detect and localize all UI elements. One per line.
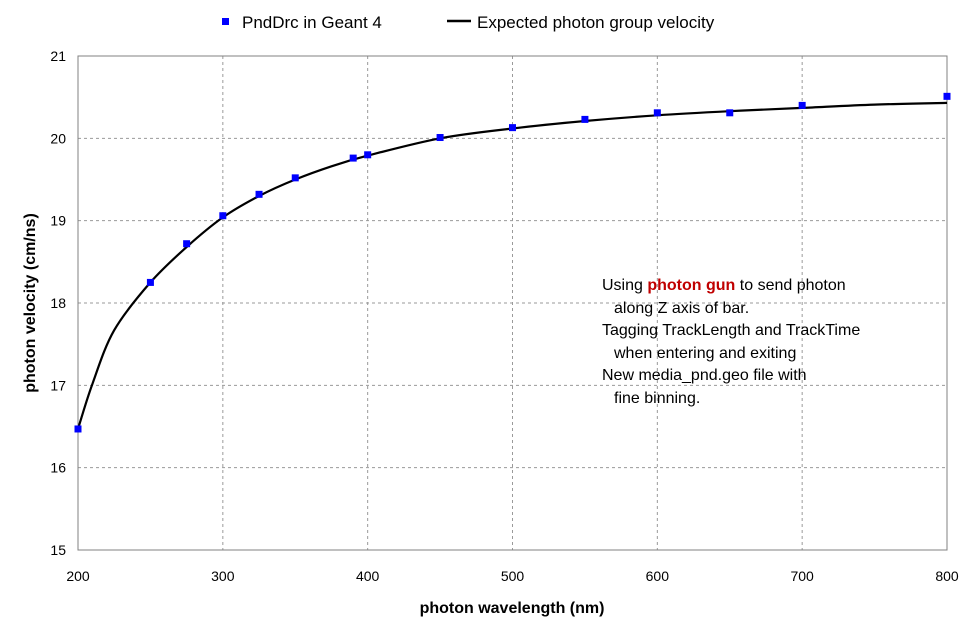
data-point-marker — [183, 240, 191, 248]
annotation-line-1-prefix: Using — [602, 277, 648, 294]
x-tick-label: 800 — [935, 568, 959, 584]
x-tick-label: 600 — [646, 568, 670, 584]
gridlines — [78, 56, 947, 550]
data-point-marker — [349, 154, 357, 162]
y-tick-label: 15 — [50, 542, 66, 558]
data-point-marker — [255, 190, 263, 198]
data-point-marker — [726, 109, 734, 117]
x-axis-ticks: 200 300 400 500 600 700 800 — [66, 568, 959, 584]
series-markers-pnddrc — [74, 92, 951, 433]
data-point-marker — [146, 278, 154, 286]
data-point-marker — [653, 109, 661, 117]
legend-label-expected: Expected photon group velocity — [477, 13, 715, 32]
data-point-marker — [581, 115, 589, 123]
annotation-line-2: along Z axis of bar. — [614, 299, 750, 317]
x-tick-label: 500 — [501, 568, 525, 584]
data-point-marker — [364, 151, 372, 159]
annotation-highlight-photon-gun: photon gun — [647, 277, 736, 294]
legend: PndDrc in Geant 4 Expected photon group … — [222, 13, 715, 32]
y-tick-label: 16 — [50, 460, 66, 476]
data-point-marker — [943, 92, 951, 100]
x-tick-label: 300 — [211, 568, 235, 584]
data-point-marker — [436, 134, 444, 142]
y-tick-label: 19 — [50, 213, 66, 229]
data-point-marker — [74, 425, 82, 433]
plot-area-border — [77, 55, 948, 551]
data-point-marker — [219, 212, 227, 220]
annotation-line-3: Tagging TrackLength and TrackTime — [602, 322, 861, 339]
annotation-line-5: New media_pnd.geo file with — [602, 367, 807, 384]
y-tick-label: 18 — [50, 295, 66, 311]
data-point-marker — [798, 101, 806, 109]
legend-label-pnddrc: PndDrc in Geant 4 — [242, 13, 382, 32]
annotation-line-1-suffix: to send photon — [735, 277, 846, 294]
x-tick-label: 700 — [790, 568, 814, 584]
annotation-textbox: Using photon gun to send photon along Z … — [602, 275, 902, 410]
data-point-marker — [291, 174, 299, 182]
data-point-marker — [509, 124, 516, 132]
y-tick-label: 21 — [50, 48, 66, 64]
y-axis-label: photon velocity (cm/ns) — [22, 213, 39, 393]
y-tick-label: 20 — [50, 130, 66, 146]
x-tick-label: 200 — [66, 568, 90, 584]
legend-marker-pnddrc — [222, 18, 229, 25]
y-axis-ticks: 15 16 17 18 19 20 21 — [50, 48, 66, 558]
x-tick-label: 400 — [356, 568, 380, 584]
x-axis-label: photon wavelength (nm) — [420, 600, 605, 617]
annotation-line-4: when entering and exiting — [614, 344, 797, 362]
annotation-line-6: fine binning. — [614, 389, 701, 407]
y-tick-label: 17 — [50, 377, 66, 393]
annotation-line-1: Using photon gun to send photon — [602, 275, 902, 298]
